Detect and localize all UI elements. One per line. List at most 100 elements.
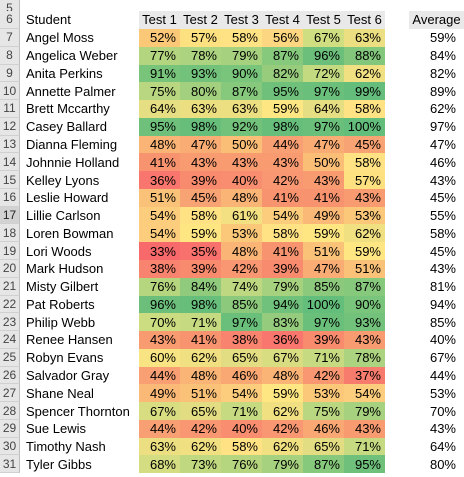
row-header[interactable]: 18	[0, 224, 20, 243]
test-4-score-cell[interactable]: 59%	[262, 384, 303, 403]
test-3-header[interactable]: Test 3	[221, 11, 262, 29]
row-header[interactable]: 8	[0, 46, 20, 65]
test-1-score-cell[interactable]: 64%	[139, 100, 180, 118]
empty-cell[interactable]	[385, 100, 409, 118]
test-4-score-cell[interactable]: 59%	[262, 100, 303, 118]
test-1-score-cell[interactable]: 76%	[139, 277, 180, 296]
average-cell[interactable]: 47%	[429, 136, 456, 152]
test-3-score-cell[interactable]: 54%	[221, 384, 262, 403]
student-name-cell[interactable]: Kelley Lyons	[26, 172, 100, 188]
test-3-score-cell[interactable]: 61%	[221, 206, 262, 225]
average-cell[interactable]: 44%	[429, 368, 456, 383]
row-header[interactable]: 6	[0, 11, 20, 29]
test-3-score-cell[interactable]: 74%	[221, 277, 262, 296]
test-4-score-cell[interactable]: 62%	[262, 437, 303, 456]
test-6-header[interactable]: Test 6	[344, 11, 385, 29]
average-cell[interactable]: 40%	[429, 332, 456, 348]
test-2-score-cell[interactable]: 47%	[180, 135, 221, 154]
empty-cell[interactable]	[385, 207, 409, 225]
test-6-score-cell[interactable]: 71%	[344, 437, 385, 456]
test-4-score-cell[interactable]: 79%	[262, 277, 303, 296]
row-header[interactable]: 30	[0, 437, 20, 456]
average-cell[interactable]: 82%	[429, 65, 456, 81]
average-cell[interactable]: 45%	[429, 190, 456, 206]
row-header[interactable]: 27	[0, 384, 20, 403]
empty-cell[interactable]	[385, 242, 409, 260]
empty-cell[interactable]	[385, 367, 409, 385]
empty-cell[interactable]	[385, 153, 409, 171]
test-4-header[interactable]: Test 4	[262, 11, 303, 29]
empty-cell[interactable]	[385, 438, 409, 456]
empty-cell[interactable]	[385, 118, 409, 136]
test-4-score-cell[interactable]: 39%	[262, 260, 303, 278]
test-5-score-cell[interactable]: 67%	[303, 29, 344, 47]
test-5-score-cell[interactable]: 43%	[303, 171, 344, 189]
test-4-score-cell[interactable]: 41%	[262, 242, 303, 260]
test-5-score-cell[interactable]: 87%	[303, 455, 344, 474]
row-header[interactable]: 15	[0, 171, 20, 189]
average-cell[interactable]: 62%	[429, 101, 456, 117]
test-3-score-cell[interactable]: 71%	[221, 402, 262, 420]
student-name-cell[interactable]: Loren Bowman	[26, 225, 114, 241]
row-header[interactable]: 14	[0, 153, 20, 172]
empty-cell[interactable]	[385, 455, 409, 473]
test-4-score-cell[interactable]: 56%	[262, 29, 303, 47]
average-cell[interactable]: 43%	[429, 172, 456, 188]
test-1-score-cell[interactable]: 95%	[139, 117, 180, 136]
test-1-score-cell[interactable]: 60%	[139, 348, 180, 367]
test-2-score-cell[interactable]: 45%	[180, 188, 221, 207]
test-1-header[interactable]: Test 1	[139, 11, 180, 29]
empty-cell[interactable]	[385, 47, 409, 65]
empty-cell[interactable]	[385, 402, 409, 420]
test-6-score-cell[interactable]: 51%	[344, 260, 385, 278]
average-cell[interactable]: 70%	[429, 403, 456, 419]
average-cell[interactable]: 84%	[429, 48, 456, 64]
test-4-score-cell[interactable]: 44%	[262, 135, 303, 154]
test-3-score-cell[interactable]: 63%	[221, 100, 262, 118]
row-header[interactable]: 19	[0, 242, 20, 260]
test-1-score-cell[interactable]: 43%	[139, 331, 180, 349]
test-4-score-cell[interactable]: 82%	[262, 64, 303, 83]
test-2-score-cell[interactable]: 51%	[180, 384, 221, 403]
test-6-score-cell[interactable]: 43%	[344, 419, 385, 438]
student-name-cell[interactable]: Shane Neal	[26, 385, 94, 401]
test-2-score-cell[interactable]: 93%	[180, 64, 221, 83]
test-3-score-cell[interactable]: 79%	[221, 46, 262, 65]
student-name-cell[interactable]: Lori Woods	[26, 243, 92, 259]
test-6-score-cell[interactable]: 59%	[344, 242, 385, 260]
student-name-cell[interactable]: Sue Lewis	[26, 421, 86, 437]
test-3-score-cell[interactable]: 43%	[221, 153, 262, 172]
test-6-score-cell[interactable]: 58%	[344, 100, 385, 118]
student-header[interactable]: Student	[20, 11, 139, 29]
empty-cell[interactable]	[385, 420, 409, 438]
test-5-score-cell[interactable]: 49%	[303, 206, 344, 225]
test-2-score-cell[interactable]: 39%	[180, 260, 221, 278]
average-cell[interactable]: 64%	[429, 439, 456, 455]
test-2-score-cell[interactable]: 57%	[180, 29, 221, 47]
test-2-score-cell[interactable]: 65%	[180, 402, 221, 420]
row-header[interactable]: 12	[0, 117, 20, 136]
test-3-score-cell[interactable]: 48%	[221, 242, 262, 260]
test-2-score-cell[interactable]: 42%	[180, 419, 221, 438]
test-2-score-cell[interactable]: 62%	[180, 348, 221, 367]
row-header[interactable]: 10	[0, 82, 20, 101]
test-5-score-cell[interactable]: 75%	[303, 402, 344, 420]
test-4-score-cell[interactable]: 41%	[262, 188, 303, 207]
test-2-score-cell[interactable]: 62%	[180, 437, 221, 456]
test-5-score-cell[interactable]: 97%	[303, 313, 344, 332]
test-6-score-cell[interactable]: 63%	[344, 29, 385, 47]
test-3-score-cell[interactable]: 76%	[221, 455, 262, 474]
average-cell[interactable]: 45%	[429, 243, 456, 259]
test-4-score-cell[interactable]: 54%	[262, 206, 303, 225]
row-header[interactable]: 24	[0, 331, 20, 349]
test-6-score-cell[interactable]: 90%	[344, 295, 385, 314]
test-6-score-cell[interactable]: 37%	[344, 366, 385, 385]
test-4-score-cell[interactable]: 43%	[262, 153, 303, 172]
test-1-score-cell[interactable]: 41%	[139, 153, 180, 172]
test-4-score-cell[interactable]: 62%	[262, 402, 303, 420]
test-5-score-cell[interactable]: 51%	[303, 242, 344, 260]
student-name-cell[interactable]: Renee Hansen	[26, 332, 113, 348]
student-name-cell[interactable]: Johnnie Holland	[26, 154, 120, 170]
student-name-cell[interactable]: Anita Perkins	[26, 65, 103, 81]
test-5-score-cell[interactable]: 53%	[303, 384, 344, 403]
